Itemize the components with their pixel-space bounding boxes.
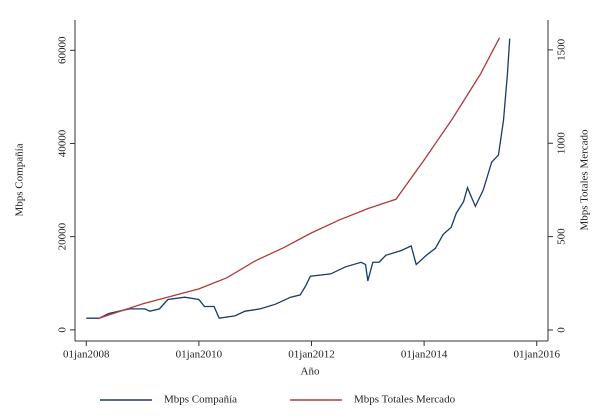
- series-line: [86, 38, 511, 319]
- y-tick-label: 40000: [57, 129, 69, 157]
- y2-tick-label: 1000: [556, 132, 568, 155]
- y-tick-label: 20000: [57, 222, 69, 250]
- x-tick-label: 01jan2012: [288, 349, 334, 361]
- series-line: [97, 37, 501, 320]
- x-tick-label: 01jan2014: [401, 349, 448, 361]
- y2-axis-label: Mbps Totales Mercado: [579, 129, 591, 231]
- x-axis-label: Año: [301, 366, 320, 378]
- legend-label: Mbps Totales Mercado: [354, 394, 456, 406]
- legend-label: Mbps Compañía: [164, 394, 237, 406]
- y2-tick-label: 500: [556, 228, 568, 245]
- x-tick-label: 01jan2010: [176, 349, 223, 361]
- y-tick-label: 0: [57, 327, 69, 333]
- y-axis-label: Mbps Compañía: [14, 143, 26, 216]
- x-tick-label: 01jan2016: [514, 349, 561, 361]
- y2-tick-label: 0: [556, 327, 568, 333]
- y2-tick-label: 1500: [556, 38, 568, 61]
- y-tick-label: 60000: [57, 36, 69, 64]
- x-tick-label: 01jan2008: [63, 349, 110, 361]
